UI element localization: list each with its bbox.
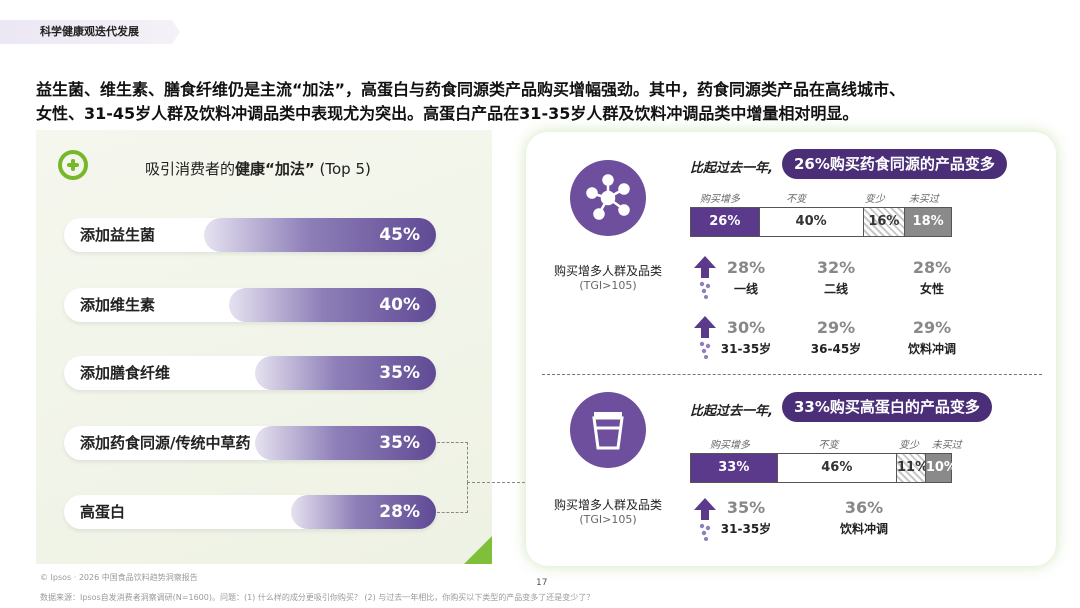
stat-percent: 35%	[726, 498, 766, 517]
stat-name: 饮料冲调	[907, 342, 956, 356]
stacked-bar: 33% 46% 11% 10%	[690, 453, 957, 483]
stack-category-label: 未买过	[908, 194, 939, 205]
stat-percent: 32%	[816, 258, 856, 277]
bar-row: 添加维生素 40%	[64, 288, 436, 322]
segment-same: 46%	[776, 454, 896, 482]
bar-row: 添加药食同源/传统中草药 35%	[64, 426, 436, 460]
bar-5	[291, 495, 436, 529]
section-divider	[542, 374, 1042, 375]
bar-row: 高蛋白 28%	[64, 495, 436, 529]
stat-name: 二线	[823, 282, 848, 296]
bar-1	[203, 218, 436, 252]
highlight-pill-protein: 33%购买高蛋白的产品变多	[782, 392, 992, 422]
bar-category-label: 高蛋白	[80, 503, 126, 521]
connector-line-top	[437, 442, 468, 483]
bar-value-label: 35%	[379, 433, 420, 453]
stat-percent: 29%	[816, 318, 856, 337]
segment-less: 16%	[862, 208, 905, 236]
group-label-protein: 购买增多人群及品类	[553, 498, 662, 512]
footer-data-note: 数据来源：Ipsos自发消费者洞察调研(N=1600)。问题：(1) 什么样的成…	[40, 593, 595, 602]
bar-value-label: 40%	[379, 295, 420, 315]
connector-line-mid	[467, 482, 525, 483]
connector-line-bottom	[437, 482, 468, 513]
plus-icon	[58, 150, 88, 180]
stack-category-label: 购买增多	[700, 194, 740, 205]
bar-3	[255, 356, 436, 390]
compare-text-tcm: 比起过去一年,	[690, 161, 773, 176]
stat-percent: 36%	[844, 498, 884, 517]
group-sub-tcm: (TGI>105)	[579, 279, 637, 292]
left-panel	[36, 130, 492, 564]
up-arrow-icon	[694, 316, 716, 360]
section-tab: 科学健康观迭代发展	[0, 20, 180, 44]
stack-category-label: 变少	[864, 194, 885, 205]
bar-category-label: 添加维生素	[80, 296, 156, 314]
stack-category-label: 未买过	[931, 440, 962, 451]
segment-more: 33%	[691, 454, 777, 482]
bar-value-label: 28%	[379, 502, 420, 522]
stat-percent: 28%	[912, 258, 952, 277]
stack-category-label: 不变	[786, 194, 807, 205]
compare-text-protein: 比起过去一年,	[690, 404, 773, 419]
bar-category-label: 添加膳食纤维	[80, 364, 171, 382]
title-suffix: (Top 5)	[319, 160, 371, 178]
stack-category-label: 购买增多	[710, 440, 750, 451]
stat-name: 31-35岁	[720, 522, 772, 536]
bar-category-label: 添加药食同源/传统中草药	[80, 434, 251, 452]
title-bold: 健康“加法”	[235, 160, 315, 178]
stacked-bar: 26% 40% 16% 18%	[690, 207, 952, 237]
bar-2	[229, 288, 436, 322]
page-number: 17	[536, 578, 548, 588]
cup-icon	[570, 392, 646, 468]
title-prefix: 吸引消费者的	[145, 160, 236, 178]
stat-name: 女性	[919, 282, 944, 296]
bar-row: 添加膳食纤维 35%	[64, 356, 436, 390]
stat-percent: 28%	[726, 258, 766, 277]
headline-line-1: 益生菌、维生素、膳食纤维仍是主流“加法”，高蛋白与药食同源类产品购买增幅强劲。其…	[36, 80, 906, 99]
molecule-icon	[570, 160, 646, 236]
segment-more: 26%	[691, 208, 759, 236]
stack-category-label: 变少	[898, 440, 919, 451]
stat-name: 饮料冲调	[839, 522, 888, 536]
segment-none: 10%	[924, 454, 957, 482]
left-chart-title: 吸引消费者的健康“加法” (Top 5)	[145, 158, 371, 179]
bar-4	[255, 426, 436, 460]
bar-category-label: 添加益生菌	[80, 226, 156, 244]
segment-same: 40%	[758, 208, 863, 236]
stat-percent: 30%	[726, 318, 766, 337]
stat-percent: 29%	[912, 318, 952, 337]
stat-name: 一线	[733, 282, 758, 296]
footer-source: © Ipsos · 2026 中国食品饮料趋势洞察报告	[40, 573, 198, 582]
stat-name: 31-35岁	[720, 342, 772, 356]
up-arrow-icon	[694, 256, 716, 300]
stack-category-label: 不变	[818, 440, 839, 451]
stat-name: 36-45岁	[810, 342, 862, 356]
up-arrow-icon	[694, 498, 716, 542]
segment-none: 18%	[904, 208, 951, 236]
headline-line-2: 女性、31-45岁人群及饮料冲调品类中表现尤为突出。高蛋白产品在31-35岁人群…	[36, 104, 859, 123]
bar-value-label: 35%	[379, 363, 420, 383]
headline: 益生菌、维生素、膳食纤维仍是主流“加法”，高蛋白与药食同源类产品购买增幅强劲。其…	[36, 78, 1046, 126]
bar-row: 添加益生菌 45%	[64, 218, 436, 252]
group-label-tcm: 购买增多人群及品类	[553, 264, 662, 278]
segment-less: 11%	[896, 454, 928, 482]
group-sub-protein: (TGI>105)	[579, 513, 637, 526]
bar-value-label: 45%	[379, 225, 420, 245]
corner-accent	[464, 536, 492, 564]
highlight-pill-tcm: 26%购买药食同源的产品变多	[782, 149, 1007, 179]
